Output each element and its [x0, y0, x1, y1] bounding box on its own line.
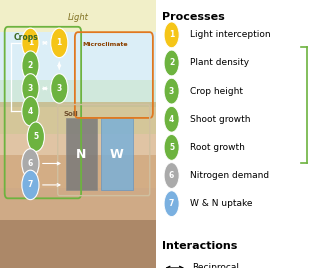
Text: Soil: Soil	[64, 111, 79, 117]
Text: 5: 5	[33, 132, 38, 141]
Text: 1: 1	[57, 38, 62, 47]
Text: Light interception: Light interception	[190, 30, 271, 39]
Text: Interactions: Interactions	[162, 241, 238, 251]
Text: Growth: Growth	[309, 90, 312, 120]
Circle shape	[51, 28, 68, 58]
Circle shape	[164, 106, 179, 132]
FancyBboxPatch shape	[66, 118, 97, 190]
Text: Nitrogen demand: Nitrogen demand	[190, 171, 270, 180]
Text: W: W	[110, 148, 124, 161]
Circle shape	[22, 74, 39, 103]
Text: 1: 1	[28, 38, 33, 47]
Circle shape	[164, 22, 179, 48]
Text: 5: 5	[169, 143, 174, 152]
Text: 6: 6	[28, 159, 33, 168]
Bar	[0, 220, 156, 268]
Circle shape	[164, 163, 179, 188]
Text: Crop height: Crop height	[190, 87, 243, 96]
Bar	[0, 0, 156, 32]
Text: 2: 2	[169, 58, 174, 68]
Text: 6: 6	[169, 171, 174, 180]
Text: Plant density: Plant density	[190, 58, 250, 68]
Text: N: N	[76, 148, 86, 161]
Text: 7: 7	[28, 180, 33, 189]
Circle shape	[22, 51, 39, 80]
Text: Shoot growth: Shoot growth	[190, 115, 251, 124]
Text: 2: 2	[28, 61, 33, 70]
Bar	[0, 188, 156, 220]
Text: 3: 3	[28, 84, 33, 93]
Text: 3: 3	[169, 87, 174, 96]
FancyBboxPatch shape	[101, 118, 133, 190]
Bar	[0, 0, 156, 107]
Text: Light: Light	[68, 13, 88, 22]
Text: Crops: Crops	[14, 34, 39, 43]
Bar	[0, 155, 156, 188]
Circle shape	[164, 135, 179, 160]
Circle shape	[164, 50, 179, 76]
Text: W & N uptake: W & N uptake	[190, 199, 253, 208]
Text: 1: 1	[169, 30, 174, 39]
Text: 3: 3	[57, 84, 62, 93]
Text: Reciprocal: Reciprocal	[192, 263, 239, 268]
Circle shape	[51, 74, 68, 103]
Circle shape	[22, 170, 39, 200]
Bar	[0, 102, 156, 268]
Circle shape	[27, 122, 44, 151]
Bar	[0, 80, 156, 134]
Circle shape	[164, 78, 179, 104]
Circle shape	[164, 191, 179, 217]
Text: 4: 4	[169, 115, 174, 124]
Text: 4: 4	[28, 107, 33, 116]
Text: Root growth: Root growth	[190, 143, 245, 152]
Text: 7: 7	[169, 199, 174, 208]
Text: Microclimate: Microclimate	[83, 42, 128, 47]
Circle shape	[22, 96, 39, 126]
Circle shape	[22, 28, 39, 58]
Circle shape	[22, 149, 39, 178]
Text: Processes: Processes	[162, 12, 225, 22]
